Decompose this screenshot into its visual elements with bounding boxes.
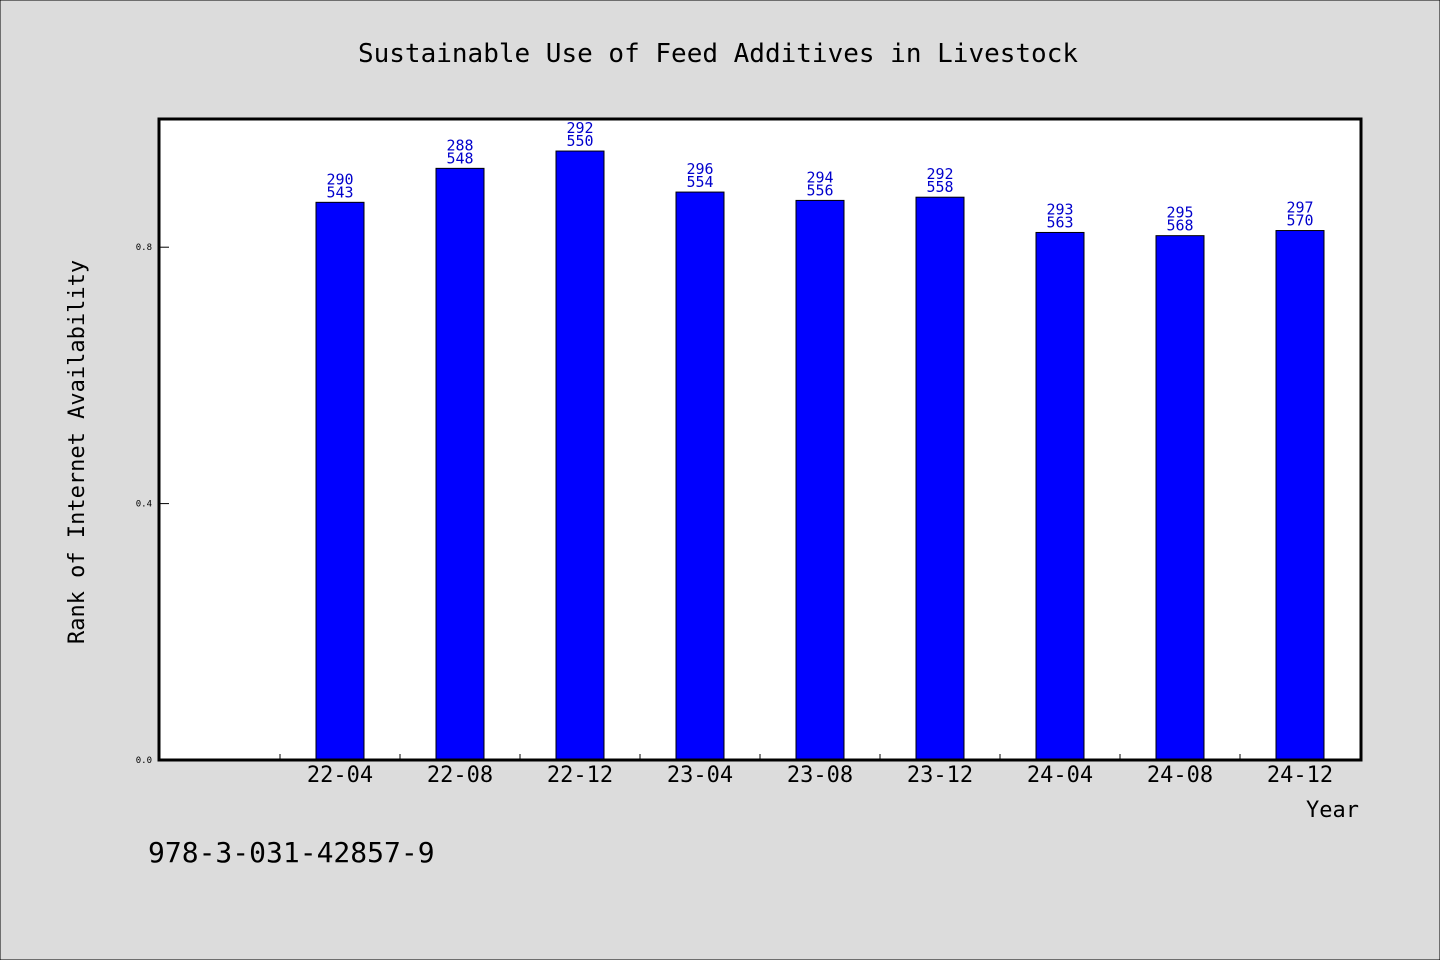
bar <box>1155 235 1205 761</box>
bar-label-top: 292 <box>926 165 953 183</box>
bar-label-bottom: 556 <box>806 181 833 199</box>
bar <box>1275 230 1325 761</box>
bar-label-top: 290 <box>326 170 353 188</box>
bar <box>795 199 845 761</box>
x-axis-label: Year <box>1306 798 1359 823</box>
x-tick-label: 24-08 <box>1147 763 1213 788</box>
y-tick-label: 0.4 <box>136 500 152 510</box>
y-axis-label: Rank of Internet Availability <box>65 260 90 644</box>
y-tick-label: 0.0 <box>136 756 152 766</box>
isbn-footer: 978-3-031-42857-9 <box>148 836 435 869</box>
bar <box>315 201 365 761</box>
y-axis: 0.0 0.4 0.8 <box>136 243 169 766</box>
bar-label-top: 293 <box>1046 200 1073 218</box>
y-tick-label: 0.8 <box>136 243 152 253</box>
bar-label-top: 295 <box>1166 204 1193 222</box>
bar-label-top: 288 <box>446 136 473 154</box>
bar <box>435 167 485 761</box>
x-tick-label: 22-08 <box>427 763 493 788</box>
bar-label-bottom: 550 <box>566 132 593 150</box>
x-tick-label: 23-08 <box>787 763 853 788</box>
x-tick-label: 24-04 <box>1027 763 1093 788</box>
x-tick-label: 22-12 <box>547 763 613 788</box>
bar-label-top: 294 <box>806 168 833 186</box>
bar <box>675 191 725 761</box>
chart-title: Sustainable Use of Feed Additives in Liv… <box>358 39 1078 69</box>
x-tick-label: 22-04 <box>307 763 373 788</box>
x-tick-label: 23-12 <box>907 763 973 788</box>
bar-label-bottom: 548 <box>446 149 473 167</box>
x-tick-label: 24-12 <box>1267 763 1333 788</box>
bar <box>555 150 605 761</box>
bar-label-bottom: 563 <box>1046 213 1073 231</box>
x-axis: 22-04 22-08 22-12 23-04 23-08 23-12 24-04 24-08… <box>279 754 1361 788</box>
bar-label-top: 297 <box>1286 199 1313 217</box>
bar-label-bottom: 543 <box>326 183 353 201</box>
bar-label-bottom: 568 <box>1166 217 1193 235</box>
bar-label-top: 292 <box>566 119 593 137</box>
bars <box>315 150 1325 761</box>
x-tick-label: 23-04 <box>667 763 733 788</box>
bar <box>1035 231 1085 761</box>
bar-label-top: 296 <box>686 160 713 178</box>
bar-label-bottom: 554 <box>686 173 713 191</box>
bar-label-bottom: 570 <box>1286 212 1313 230</box>
bar-label-bottom: 558 <box>926 178 953 196</box>
bar <box>915 196 965 761</box>
